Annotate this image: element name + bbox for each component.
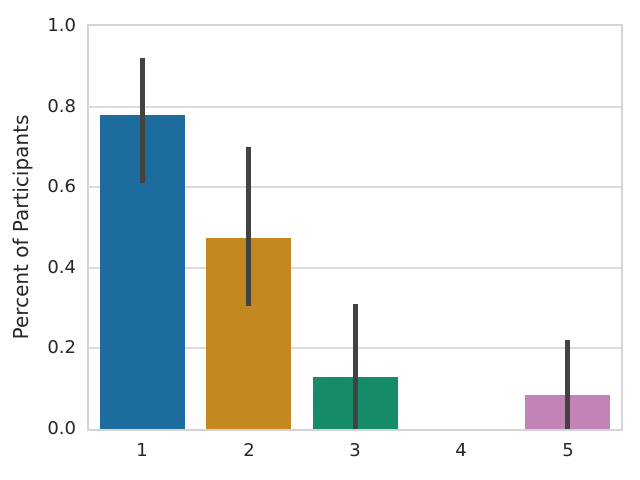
y-tick-label: 0.2	[47, 337, 76, 359]
y-tick-label: 0.0	[47, 418, 76, 439]
x-tick-label: 5	[562, 440, 574, 461]
y-tick-label: 0.4	[47, 256, 76, 278]
bars-layer	[89, 26, 621, 429]
x-tick-label: 3	[349, 440, 361, 461]
error-bar-2	[246, 147, 251, 306]
y-tick-label: 0.6	[47, 176, 76, 198]
plot-area	[87, 24, 623, 431]
x-tick-label: 2	[243, 440, 255, 461]
y-tick-label: 0.8	[47, 95, 76, 117]
y-tick-label: 1.0	[47, 15, 76, 36]
x-tick-label: 4	[455, 440, 467, 461]
error-bar-1	[140, 58, 145, 183]
gridline	[89, 105, 621, 108]
error-bar-3	[353, 304, 358, 429]
y-axis-label: Percent of Participants	[9, 114, 33, 340]
gridline	[89, 266, 621, 269]
gridline	[89, 186, 621, 189]
x-tick-label: 1	[136, 440, 148, 461]
error-bar-5	[565, 340, 570, 429]
